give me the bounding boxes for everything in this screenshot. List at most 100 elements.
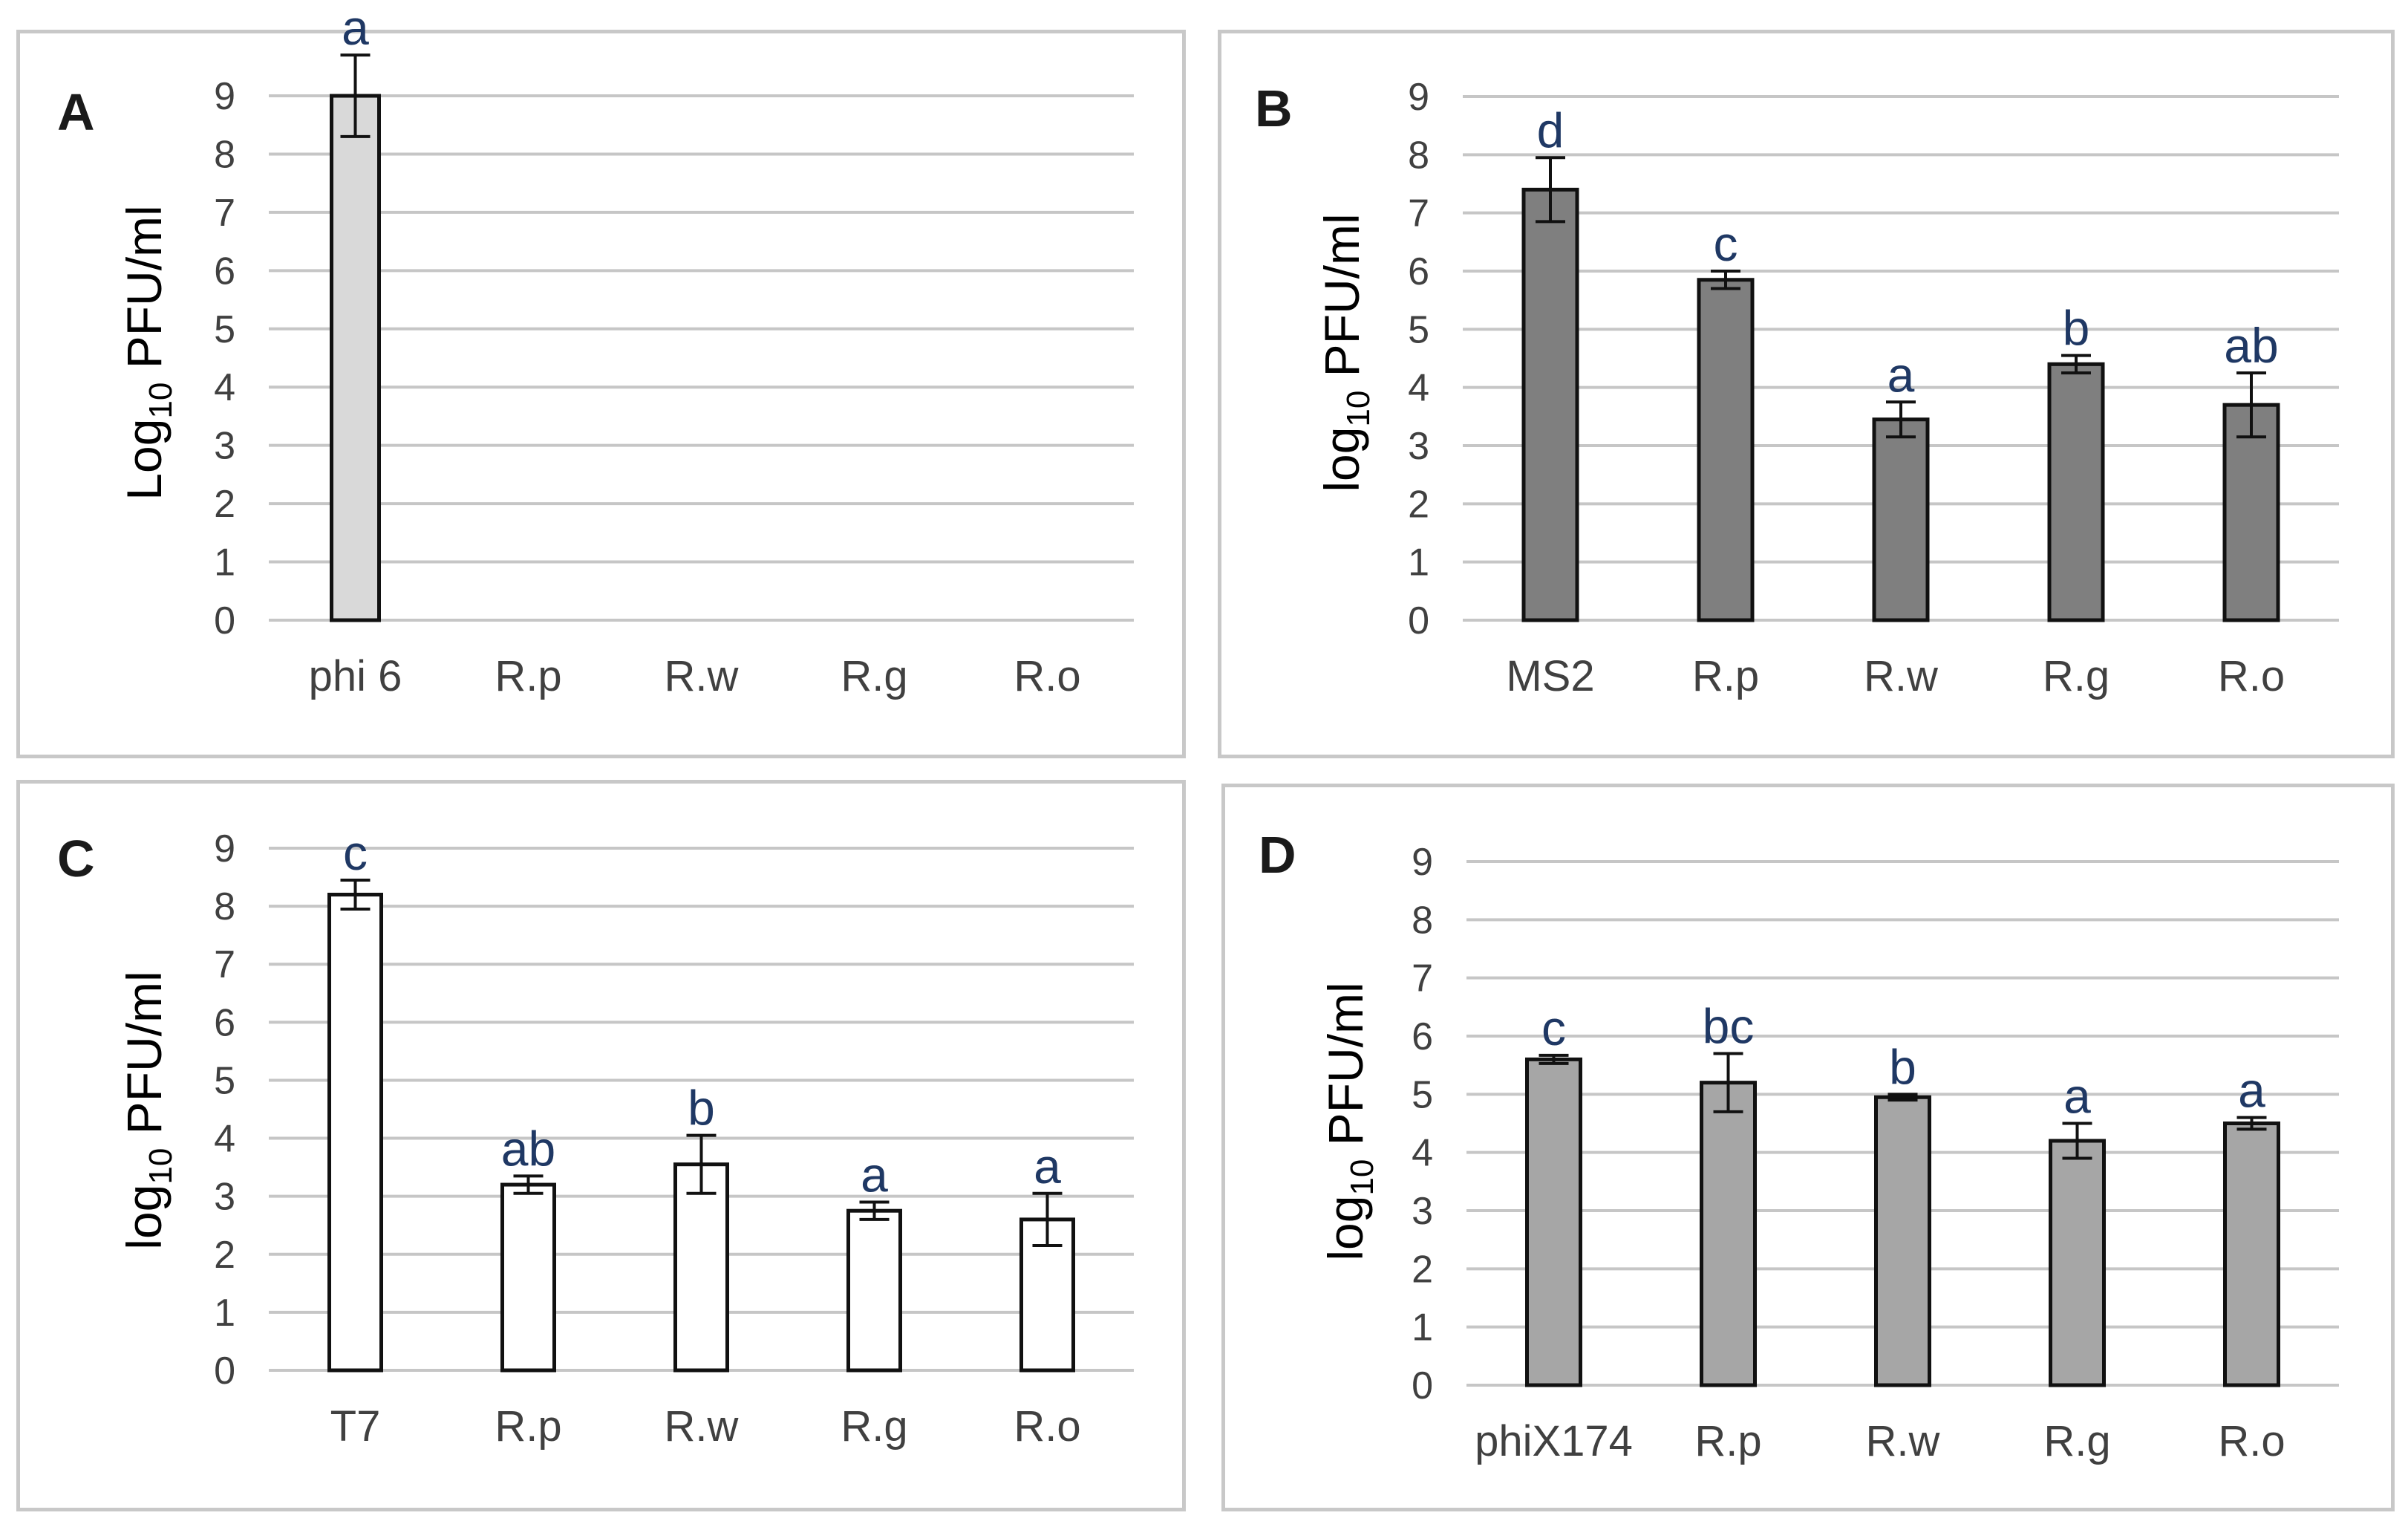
y-tick-label: 8 <box>1412 899 1433 942</box>
x-category-label: R.o <box>1014 652 1080 700</box>
error-bar <box>1713 1052 1743 1113</box>
panel-letter: D <box>1259 826 1296 884</box>
panel-b: 0 1 2 3 4 5 6 7 8 9 d c a b ab MS2 R.p R.w R.g R.o log10 PFU… <box>1218 30 2395 758</box>
y-axis-title-main: Log <box>117 419 172 501</box>
x-category-label: R.g <box>841 652 907 700</box>
error-bar <box>1536 156 1565 224</box>
y-axis-title-unit: PFU/ml <box>1314 213 1369 390</box>
y-tick-label: 5 <box>1408 308 1429 351</box>
significance-label: ab <box>2224 318 2278 373</box>
y-tick-label: 5 <box>214 1059 235 1102</box>
error-bar <box>1032 1191 1063 1248</box>
y-tick-label: 3 <box>214 1176 235 1219</box>
bar <box>2047 362 2105 622</box>
y-axis-title-main: log <box>1314 427 1369 492</box>
significance-label: bc <box>1703 999 1755 1054</box>
significance-label: a <box>2238 1063 2265 1118</box>
y-tick-label: 7 <box>1412 957 1433 1000</box>
x-category-label: MS2 <box>1506 652 1594 700</box>
y-tick-label: 2 <box>1408 483 1429 526</box>
x-category-label: R.w <box>665 652 740 700</box>
x-category-label: R.p <box>495 1402 561 1451</box>
significance-label: c <box>1714 216 1738 271</box>
y-tick-label: 6 <box>214 1001 235 1044</box>
y-tick-label: 0 <box>1408 599 1429 642</box>
x-category-label: R.w <box>1866 1417 1941 1465</box>
significance-label: b <box>688 1081 715 1136</box>
y-axis-title-unit: PFU/ml <box>117 971 172 1148</box>
y-axis-title: Log10 PFU/ml <box>117 205 179 500</box>
y-tick-label: 9 <box>214 827 235 870</box>
error-bar <box>2236 371 2266 439</box>
y-axis-title-main: log <box>1318 1196 1373 1261</box>
panel-letter: B <box>1255 79 1293 137</box>
bar <box>500 1182 556 1373</box>
significance-label: ab <box>501 1121 555 1176</box>
error-bar <box>2236 1116 2267 1131</box>
x-category-label: R.o <box>2218 652 2285 700</box>
panel-d: 0 1 2 3 4 5 6 7 8 9 c bc b a a phiX174 R.p R.w R.g R.o log10… <box>1221 784 2395 1511</box>
y-tick-label: 3 <box>1408 425 1429 468</box>
x-category-label: R.w <box>665 1402 740 1451</box>
y-axis-title-subscript: 10 <box>143 382 179 419</box>
y-axis-title-subscript: 10 <box>1344 1159 1380 1196</box>
bar <box>330 94 381 622</box>
error-bar <box>1887 1093 1918 1102</box>
y-tick-label: 1 <box>214 541 235 585</box>
x-category-label: R.g <box>2043 1417 2110 1465</box>
significance-label: b <box>1889 1039 1916 1094</box>
y-axis-title: log10 PFU/ml <box>1314 213 1377 492</box>
significance-label: a <box>1034 1139 1061 1194</box>
bar <box>2223 1122 2280 1387</box>
y-tick-label: 1 <box>1408 541 1429 585</box>
x-category-label: R.o <box>1014 1402 1080 1451</box>
y-tick-label: 5 <box>1412 1073 1433 1116</box>
bar <box>1700 1081 1757 1387</box>
y-tick-label: 4 <box>1412 1132 1433 1175</box>
y-tick-label: 1 <box>1412 1306 1433 1350</box>
bar <box>846 1208 902 1373</box>
y-tick-label: 9 <box>1412 841 1433 884</box>
y-axis-title-subscript: 10 <box>1340 391 1377 427</box>
error-bar <box>686 1133 717 1195</box>
error-bar <box>1711 270 1740 290</box>
bar <box>1697 278 1755 622</box>
error-bar <box>2062 1122 2092 1160</box>
y-tick-label: 6 <box>1408 250 1429 293</box>
y-axis-title-subscript: 10 <box>143 1148 179 1185</box>
y-axis-title-unit: PFU/ml <box>117 205 172 382</box>
significance-label: d <box>1537 102 1564 157</box>
x-category-label: R.p <box>1692 652 1759 700</box>
x-category-label: phi 6 <box>309 652 402 700</box>
panel-c: 0 1 2 3 4 5 6 7 8 9 c ab b a a T7 R.p R.w R.g R.o log10 PFU/… <box>16 780 1186 1511</box>
error-bar <box>340 53 371 138</box>
y-tick-label: 8 <box>214 885 235 928</box>
x-category-label: R.p <box>1694 1417 1761 1465</box>
y-tick-label: 1 <box>214 1292 235 1335</box>
panel-a: 0 1 2 3 4 5 6 7 8 9 a phi 6 R.p R.w R.g R.o Log10 PFU/ml… <box>16 0 1186 758</box>
y-tick-label: 8 <box>1408 134 1429 177</box>
error-bar <box>859 1200 890 1221</box>
error-bar <box>340 878 371 911</box>
y-tick-label: 7 <box>1408 192 1429 235</box>
bar <box>1874 1095 1931 1387</box>
x-category-label: R.o <box>2218 1417 2285 1465</box>
error-bar <box>1886 400 1916 439</box>
y-tick-label: 8 <box>214 133 235 176</box>
significance-label: c <box>343 825 368 880</box>
chart-a-svg: 0 1 2 3 4 5 6 7 8 9 a phi 6 R.p R.w R.g R.o Log10 PFU/ml… <box>57 0 1134 700</box>
y-tick-label: 6 <box>1412 1015 1433 1058</box>
y-tick-label: 4 <box>1408 367 1429 410</box>
y-tick-label: 2 <box>214 483 235 526</box>
y-tick-label: 0 <box>1412 1364 1433 1407</box>
bar <box>1525 1057 1582 1387</box>
y-tick-label: 2 <box>214 1234 235 1277</box>
y-tick-label: 0 <box>214 599 235 642</box>
y-tick-label: 9 <box>214 75 235 118</box>
bar <box>1872 417 1930 622</box>
bar <box>2049 1139 2106 1387</box>
significance-label: a <box>1887 347 1915 402</box>
y-tick-label: 6 <box>214 250 235 293</box>
y-axis-title: log10 PFU/ml <box>1318 982 1380 1260</box>
